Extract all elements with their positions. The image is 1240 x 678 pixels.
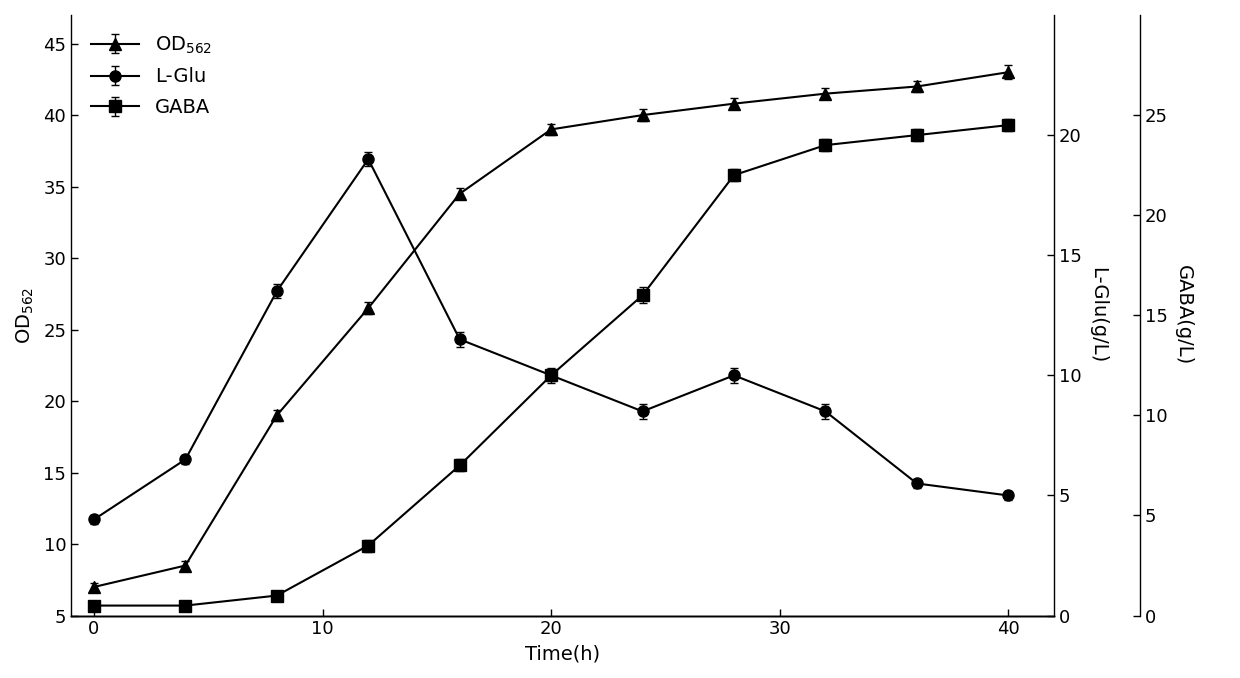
Legend: OD$_{562}$, L-Glu, GABA: OD$_{562}$, L-Glu, GABA: [81, 24, 222, 127]
Y-axis label: GABA(g/L): GABA(g/L): [1174, 265, 1193, 365]
X-axis label: Time(h): Time(h): [525, 644, 600, 663]
Y-axis label: OD$_{562}$: OD$_{562}$: [15, 287, 36, 344]
Y-axis label: L-Glu(g/L): L-Glu(g/L): [1087, 267, 1107, 363]
